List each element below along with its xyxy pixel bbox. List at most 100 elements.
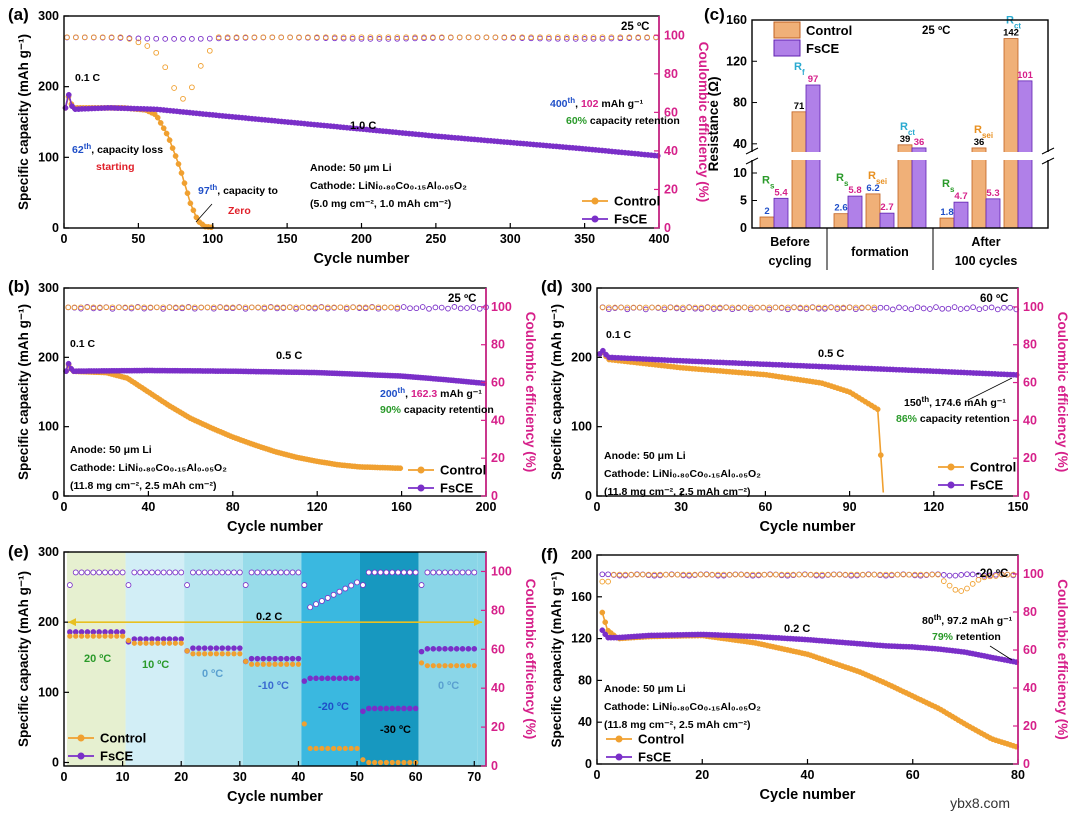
control-ce-point — [160, 304, 167, 311]
fsce-point — [599, 627, 606, 634]
fsce-ce-point — [958, 572, 965, 578]
control-ce-point — [71, 304, 78, 311]
control-ce-point — [778, 571, 785, 578]
control-point — [599, 609, 606, 616]
fsce-point — [65, 360, 72, 367]
control-ce-point — [166, 304, 173, 311]
fsce-ce-point — [160, 569, 167, 576]
control-point — [454, 663, 460, 669]
control-ce-point — [729, 304, 736, 311]
fsce-ce-point — [457, 305, 464, 312]
fsce-ce-point — [902, 305, 909, 311]
fsce-point — [453, 646, 460, 652]
control-point — [137, 640, 143, 646]
anode-label: Anode: 50 μm Li — [604, 450, 686, 462]
control-bar — [833, 213, 849, 229]
fsce-ce-point — [277, 569, 284, 576]
control-ce-point — [229, 304, 236, 311]
fsce-ce-point — [908, 306, 915, 313]
temperature-band — [66, 552, 126, 766]
param-label: Rsei — [974, 124, 993, 140]
control-ce-point — [563, 34, 570, 41]
control-ce-point — [888, 571, 895, 578]
control-point — [401, 759, 407, 766]
control-ce-point — [732, 571, 739, 578]
control-ce-point — [388, 304, 394, 311]
retention-annotation: 90% capacity retention — [380, 404, 494, 416]
fsce-point — [307, 675, 313, 682]
control-ce-point — [299, 304, 306, 311]
control-ce-point — [747, 304, 754, 311]
fsce-ce-point — [197, 35, 204, 42]
loading-label: (11.8 mg cm⁻², 2.5 mAh cm⁻²) — [70, 480, 216, 492]
control-ce-point — [456, 34, 463, 41]
fsce-ce-point — [154, 569, 161, 576]
x-tick-label: 250 — [425, 232, 446, 246]
control-ce-point — [287, 34, 293, 41]
fsce-ce-point — [149, 569, 155, 576]
control-ce-point — [852, 304, 859, 311]
control-ce-point — [668, 571, 675, 578]
control-point — [266, 661, 272, 667]
rate-low-label: 0.1 C — [606, 329, 632, 341]
fsce-ce-point — [476, 305, 483, 312]
fsce-ce-point — [242, 582, 249, 588]
control-bar — [939, 217, 955, 229]
control-ce-point — [171, 85, 177, 91]
fsce-ce-point — [66, 582, 73, 588]
control-ce-point — [819, 571, 826, 578]
fsce-ce-point — [407, 305, 413, 312]
control-point — [166, 137, 173, 143]
control-ce-point — [109, 304, 116, 311]
fsce-ce-point — [236, 569, 243, 576]
control-ce-point — [385, 34, 392, 41]
control-ce-point — [846, 304, 853, 311]
control-ce-point — [331, 304, 337, 311]
control-point — [166, 640, 173, 646]
fsce-ce-point — [436, 569, 443, 576]
control-point — [207, 651, 214, 657]
annotation-part: th — [922, 395, 930, 404]
param-subscript: s — [844, 179, 849, 188]
fsce-ce-point — [144, 35, 151, 42]
fsce-ce-point — [283, 569, 290, 576]
y2-tick-label: 60 — [491, 376, 505, 390]
control-ce-point — [760, 304, 767, 311]
control-ce-point — [635, 34, 642, 41]
fsce-bar — [953, 201, 969, 229]
fsce-ce-point — [605, 571, 611, 578]
control-ce-point — [749, 571, 756, 578]
fsce-ce-point — [367, 36, 374, 42]
control-ce-point — [215, 34, 222, 41]
control-point — [389, 759, 395, 766]
control-ce-point — [703, 571, 710, 578]
fsce-ce-point — [981, 572, 988, 579]
fsce-ce-point — [976, 306, 983, 313]
legend-fsce-marker — [417, 484, 425, 492]
control-ce-point — [314, 34, 320, 41]
control-ce-point — [720, 571, 727, 578]
fsce-point — [225, 645, 231, 651]
fsce-point — [108, 629, 114, 635]
y-tick-label: 200 — [38, 615, 59, 629]
control-point — [331, 745, 337, 752]
control-ce-point — [975, 576, 982, 583]
fsce-ce-point — [642, 306, 649, 313]
control-point — [108, 633, 114, 639]
y-tick-label: 10 — [733, 166, 747, 180]
control-ce-point — [103, 304, 110, 311]
x-tick-label: 150 — [1008, 500, 1029, 514]
starting-label: starting — [96, 161, 135, 173]
control-ce-point — [673, 304, 680, 311]
fsce-ce-point — [470, 304, 477, 310]
fsce-point — [143, 636, 149, 642]
fsce-ce-point — [371, 569, 378, 576]
y-tick-label: 120 — [571, 632, 592, 646]
control-ce-point — [305, 34, 311, 41]
control-ce-point — [312, 304, 318, 311]
fsce-point — [219, 645, 226, 651]
fsce-ce-point — [289, 569, 296, 576]
control-ce-point — [692, 571, 698, 578]
fsce-ce-point — [680, 306, 686, 312]
temperature-label: 25 ºC — [621, 21, 650, 33]
